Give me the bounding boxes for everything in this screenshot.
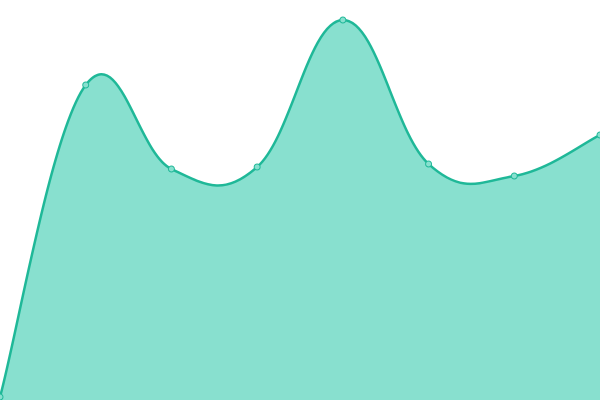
area-fill <box>0 19 600 400</box>
data-point <box>0 393 4 400</box>
data-point <box>253 163 261 171</box>
data-point <box>596 131 600 139</box>
data-point <box>339 16 347 24</box>
area-line <box>0 18 600 398</box>
data-point <box>510 172 518 180</box>
data-point <box>167 165 175 173</box>
data-point <box>82 81 90 89</box>
data-point <box>425 160 433 168</box>
